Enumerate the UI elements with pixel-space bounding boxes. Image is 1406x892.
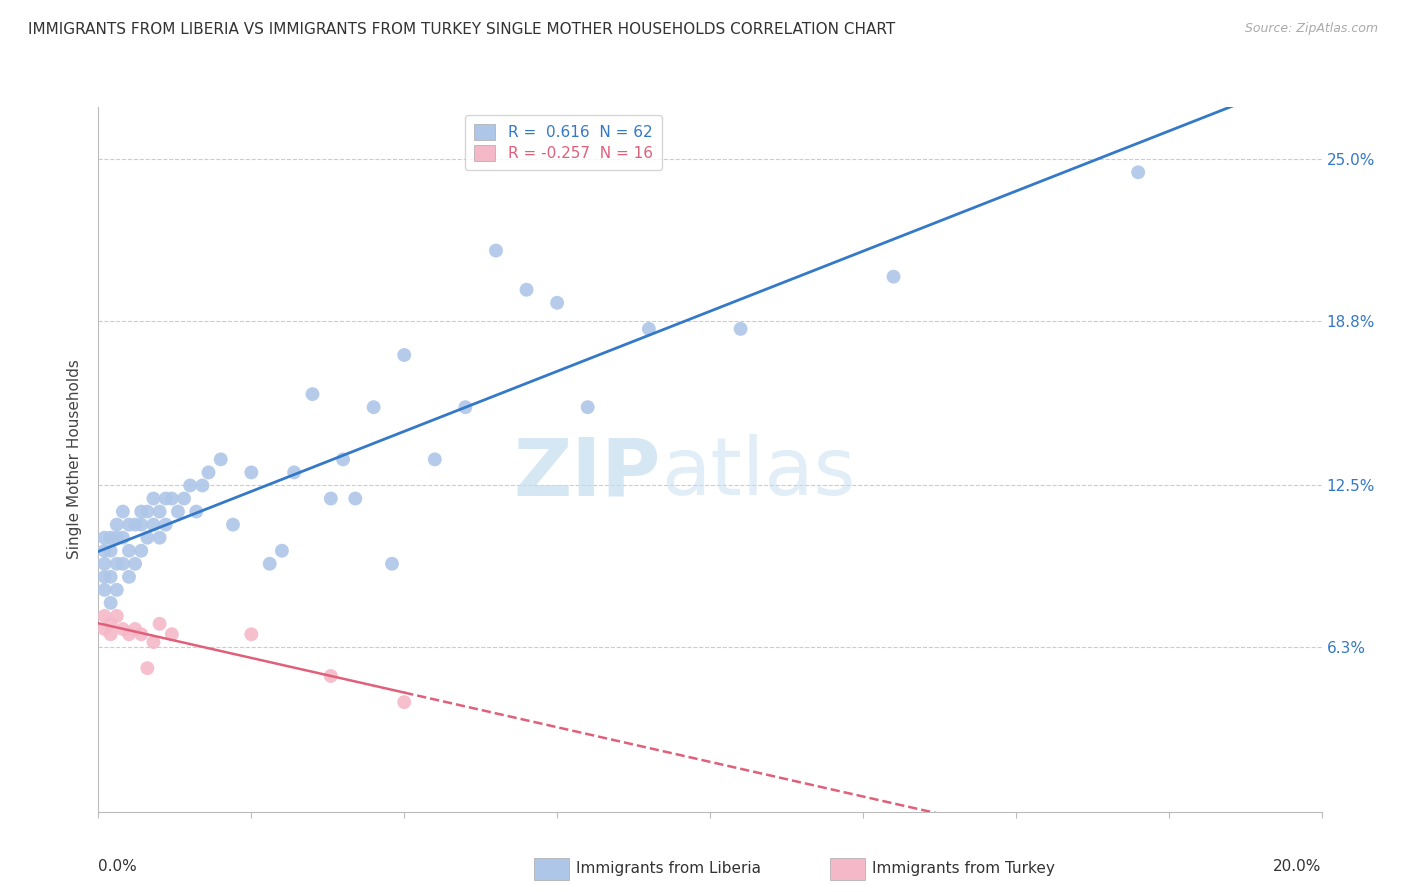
Point bbox=[186, 505, 208, 519]
Point bbox=[209, 452, 232, 467]
Point bbox=[93, 622, 115, 636]
Point bbox=[100, 596, 122, 610]
Point bbox=[105, 557, 128, 571]
Point bbox=[283, 466, 305, 480]
Point bbox=[136, 661, 159, 675]
Point bbox=[270, 543, 292, 558]
Point bbox=[155, 491, 177, 506]
Point bbox=[100, 543, 122, 558]
Point bbox=[637, 322, 661, 336]
Text: 20.0%: 20.0% bbox=[1274, 859, 1322, 873]
Point bbox=[149, 616, 172, 631]
Point bbox=[160, 491, 183, 506]
Legend: R =  0.616  N = 62, R = -0.257  N = 16: R = 0.616 N = 62, R = -0.257 N = 16 bbox=[465, 115, 662, 170]
Point bbox=[124, 517, 146, 532]
Point bbox=[111, 557, 134, 571]
Point bbox=[93, 570, 115, 584]
Text: Source: ZipAtlas.com: Source: ZipAtlas.com bbox=[1244, 22, 1378, 36]
Point bbox=[93, 543, 115, 558]
Point bbox=[883, 269, 905, 284]
Point bbox=[142, 517, 165, 532]
Point bbox=[546, 295, 568, 310]
Point bbox=[124, 622, 146, 636]
Point bbox=[319, 491, 342, 506]
Point bbox=[381, 557, 404, 571]
Point bbox=[129, 627, 152, 641]
Point bbox=[423, 452, 446, 467]
Point bbox=[105, 582, 128, 597]
Point bbox=[301, 387, 323, 401]
Point bbox=[160, 627, 183, 641]
Point bbox=[129, 543, 152, 558]
Point bbox=[197, 466, 219, 480]
Point bbox=[100, 570, 122, 584]
Point bbox=[191, 478, 214, 492]
Point bbox=[516, 283, 538, 297]
Point bbox=[576, 400, 599, 414]
Point bbox=[136, 531, 159, 545]
Point bbox=[344, 491, 367, 506]
Point bbox=[124, 557, 146, 571]
Point bbox=[173, 491, 195, 506]
Point bbox=[730, 322, 752, 336]
Text: 0.0%: 0.0% bbox=[98, 859, 138, 873]
Point bbox=[142, 635, 165, 649]
Point bbox=[142, 491, 165, 506]
Point bbox=[118, 570, 141, 584]
Point bbox=[111, 531, 134, 545]
Point bbox=[93, 557, 115, 571]
Point bbox=[485, 244, 508, 258]
Point bbox=[100, 616, 122, 631]
Point bbox=[100, 531, 122, 545]
Point bbox=[105, 517, 128, 532]
Point bbox=[118, 627, 141, 641]
Point bbox=[240, 466, 263, 480]
Text: ZIP: ZIP bbox=[513, 434, 661, 513]
Point bbox=[222, 517, 245, 532]
Point bbox=[319, 669, 342, 683]
Point bbox=[149, 505, 172, 519]
Point bbox=[129, 505, 152, 519]
Point bbox=[155, 517, 177, 532]
Text: Immigrants from Turkey: Immigrants from Turkey bbox=[872, 862, 1054, 876]
Point bbox=[332, 452, 354, 467]
Point bbox=[93, 582, 115, 597]
Point bbox=[363, 400, 385, 414]
Y-axis label: Single Mother Households: Single Mother Households bbox=[67, 359, 83, 559]
Point bbox=[118, 543, 141, 558]
Point bbox=[93, 531, 115, 545]
Point bbox=[167, 505, 190, 519]
Point bbox=[105, 531, 128, 545]
Point bbox=[129, 517, 152, 532]
Point bbox=[392, 695, 416, 709]
Point bbox=[259, 557, 281, 571]
Text: IMMIGRANTS FROM LIBERIA VS IMMIGRANTS FROM TURKEY SINGLE MOTHER HOUSEHOLDS CORRE: IMMIGRANTS FROM LIBERIA VS IMMIGRANTS FR… bbox=[28, 22, 896, 37]
Point bbox=[111, 622, 134, 636]
Point bbox=[105, 609, 128, 624]
Point bbox=[392, 348, 416, 362]
Text: Immigrants from Liberia: Immigrants from Liberia bbox=[576, 862, 762, 876]
Text: atlas: atlas bbox=[661, 434, 855, 513]
Point bbox=[136, 505, 159, 519]
Point bbox=[179, 478, 201, 492]
Point bbox=[100, 627, 122, 641]
Point bbox=[1128, 165, 1150, 179]
Point bbox=[118, 517, 141, 532]
Point bbox=[93, 609, 115, 624]
Point bbox=[454, 400, 477, 414]
Point bbox=[240, 627, 263, 641]
Point bbox=[149, 531, 172, 545]
Point bbox=[111, 505, 134, 519]
